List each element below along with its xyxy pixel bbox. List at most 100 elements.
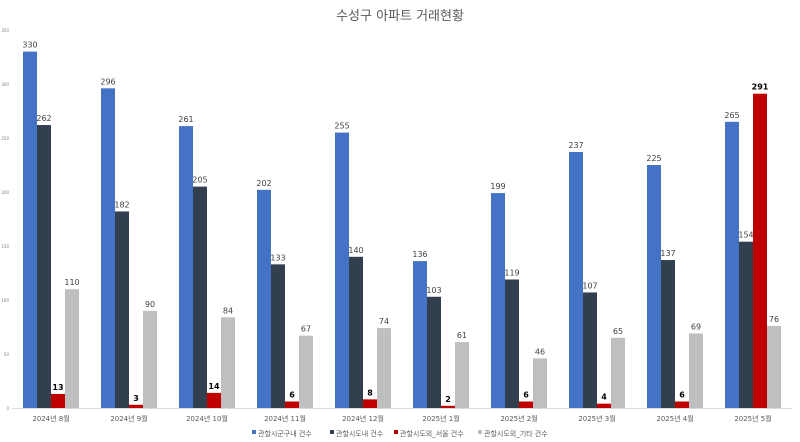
bar bbox=[377, 328, 391, 408]
x-tick-label: 2024년 9월 bbox=[110, 414, 147, 423]
bar bbox=[611, 337, 625, 408]
legend: 관할시군구내 건수 관할시도내 건수 관할시도외_서울 건수 관할시도외_기타 건수 bbox=[252, 429, 548, 438]
bar bbox=[129, 404, 143, 408]
legend-swatch bbox=[478, 430, 482, 434]
bar bbox=[257, 189, 271, 408]
bar bbox=[597, 403, 611, 408]
bar bbox=[753, 93, 767, 408]
data-label: 255 bbox=[334, 122, 349, 131]
data-label: 8 bbox=[367, 388, 373, 397]
data-label: 205 bbox=[192, 176, 207, 185]
legend-swatch bbox=[330, 430, 334, 434]
data-label: 296 bbox=[100, 77, 115, 86]
x-tick-label: 2024년 11월 bbox=[264, 414, 306, 423]
data-label: 74 bbox=[379, 317, 389, 326]
bar bbox=[285, 401, 299, 408]
bar bbox=[583, 292, 597, 408]
x-tick-label: 2025년 4월 bbox=[656, 414, 693, 423]
legend-label: 관할시도외_서울 건수 bbox=[400, 429, 464, 438]
chart-title: 수성구 아파트 거래현황 bbox=[336, 9, 464, 24]
legend-label: 관할시도외_기타 건수 bbox=[484, 429, 548, 438]
data-label: 65 bbox=[613, 327, 623, 336]
data-label: 14 bbox=[208, 382, 220, 391]
data-label: 140 bbox=[348, 246, 363, 255]
bar bbox=[647, 165, 661, 408]
data-label: 107 bbox=[582, 281, 597, 290]
bar bbox=[193, 186, 207, 408]
bar bbox=[51, 393, 65, 408]
data-label: 265 bbox=[724, 111, 739, 120]
data-label: 2 bbox=[445, 395, 451, 404]
data-label: 136 bbox=[412, 250, 427, 259]
data-label: 110 bbox=[64, 278, 79, 287]
data-label: 291 bbox=[752, 83, 769, 92]
data-label: 261 bbox=[178, 115, 193, 124]
data-label: 13 bbox=[52, 383, 63, 392]
data-label: 6 bbox=[289, 391, 295, 400]
data-label: 154 bbox=[738, 231, 753, 240]
data-labels-group: 3302962612022551361992372252652621822051… bbox=[22, 41, 779, 404]
x-tick-label: 2024년 12월 bbox=[342, 414, 384, 423]
bar bbox=[143, 310, 157, 408]
y-tick-label: 350 bbox=[1, 28, 9, 33]
bar bbox=[767, 325, 781, 408]
bar bbox=[505, 279, 519, 408]
data-label: 76 bbox=[769, 315, 779, 324]
bar bbox=[519, 401, 533, 408]
bar bbox=[725, 121, 739, 409]
bar bbox=[179, 126, 193, 409]
bar bbox=[455, 342, 469, 408]
bar bbox=[675, 401, 689, 408]
x-tick-label: 2025년 2월 bbox=[500, 414, 537, 423]
data-label: 67 bbox=[301, 325, 311, 334]
y-tick-label: 50 bbox=[4, 352, 10, 357]
y-tick-label: 200 bbox=[1, 190, 9, 195]
y-tick-label: 150 bbox=[1, 244, 9, 249]
bar bbox=[207, 392, 221, 408]
data-label: 119 bbox=[504, 268, 519, 277]
bar bbox=[441, 405, 455, 408]
bar bbox=[491, 193, 505, 408]
y-tick-label: 0 bbox=[6, 406, 9, 411]
data-label: 6 bbox=[523, 391, 529, 400]
data-label: 133 bbox=[270, 253, 285, 262]
data-label: 6 bbox=[679, 391, 685, 400]
bar bbox=[115, 211, 129, 408]
y-tick-label: 300 bbox=[1, 82, 9, 87]
x-tick-label: 2025년 5월 bbox=[734, 414, 771, 423]
bar bbox=[37, 125, 51, 408]
data-label: 182 bbox=[114, 200, 129, 209]
bar-series-group bbox=[23, 51, 781, 409]
bar bbox=[413, 261, 427, 408]
bar bbox=[739, 241, 753, 408]
bar bbox=[569, 152, 583, 408]
data-label: 90 bbox=[145, 300, 155, 309]
bar bbox=[363, 399, 377, 408]
data-label: 199 bbox=[490, 182, 505, 191]
data-label: 3 bbox=[133, 394, 139, 403]
x-tick-label: 2024년 10월 bbox=[186, 414, 228, 423]
bar bbox=[349, 256, 363, 408]
data-label: 103 bbox=[426, 286, 441, 295]
bar bbox=[101, 88, 115, 408]
legend-item: 관할시군구내 건수 bbox=[252, 429, 312, 438]
data-label: 4 bbox=[601, 393, 607, 402]
legend-item: 관할시도외_기타 건수 bbox=[478, 429, 548, 438]
bar bbox=[23, 51, 37, 408]
legend-label: 관할시도내 건수 bbox=[336, 429, 384, 438]
data-label: 262 bbox=[36, 114, 51, 123]
x-axis: 2024년 8월 2024년 9월 2024년 10월 2024년 11월 2024년 … bbox=[12, 408, 792, 423]
bar bbox=[661, 260, 675, 408]
legend-item: 관할시도내 건수 bbox=[330, 429, 384, 438]
bar bbox=[689, 333, 703, 408]
data-label: 237 bbox=[568, 141, 583, 150]
bar bbox=[427, 296, 441, 408]
data-label: 69 bbox=[691, 322, 701, 331]
data-label: 330 bbox=[22, 41, 37, 50]
legend-swatch bbox=[394, 430, 398, 434]
legend-swatch bbox=[252, 430, 256, 434]
legend-label: 관할시군구내 건수 bbox=[258, 429, 312, 438]
bar bbox=[299, 335, 313, 408]
